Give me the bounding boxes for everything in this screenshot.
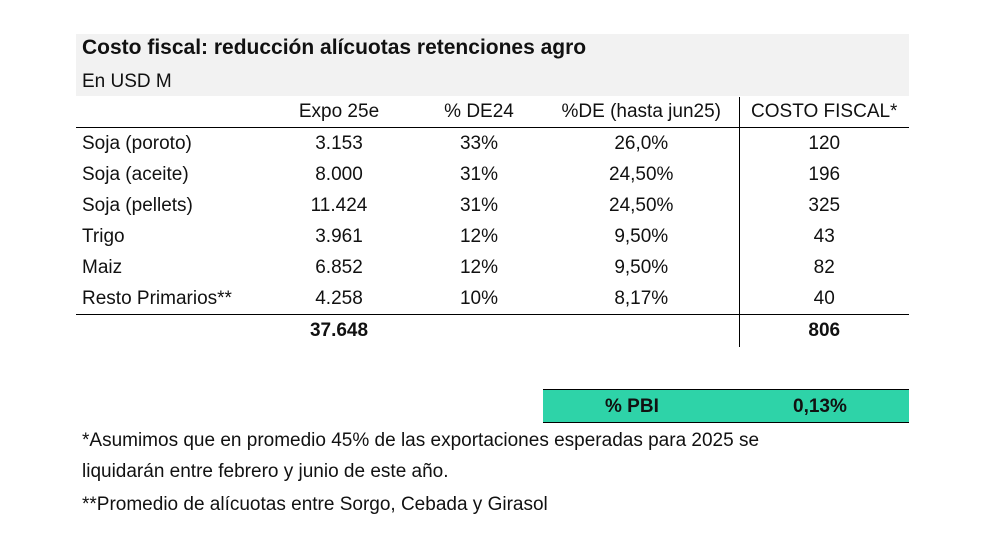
row-name: Soja (aceite) — [82, 163, 189, 185]
row-de24: 12% — [459, 225, 499, 247]
row-costo: 196 — [738, 159, 909, 190]
pbi-label: % PBI — [605, 396, 659, 417]
row-name: Trigo — [82, 225, 125, 247]
row-expo: 8.000 — [315, 163, 363, 185]
row-de24: 33% — [459, 132, 499, 154]
row-name: Maiz — [82, 256, 123, 278]
header-cell-de-jun25: %DE (hasta jun25) — [544, 97, 739, 128]
row-costo: 325 — [738, 190, 909, 221]
total-de24-empty — [414, 315, 544, 348]
pbi-value: 0,13% — [793, 396, 847, 417]
row-expo: 11.424 — [310, 194, 368, 216]
total-label-empty — [76, 315, 264, 348]
page-title: Costo fiscal: reducción alícuotas retenc… — [82, 36, 587, 59]
row-de-jun25: 9,50% — [614, 225, 669, 247]
row-de-jun25: 8,17% — [544, 283, 739, 315]
row-de24: 10% — [414, 283, 544, 315]
header-cell-name — [76, 97, 264, 128]
row-name: Soja (poroto) — [82, 132, 192, 154]
row-costo: 120 — [738, 127, 909, 159]
row-de-jun25: 26,0% — [614, 132, 669, 154]
footnote-line-1: *Asumimos que en promedio 45% de las exp… — [82, 430, 760, 451]
table-row: Trigo 3.961 12% 9,50% 43 — [76, 221, 909, 252]
footnote-line-3: **Promedio de alícuotas entre Sorgo, Ceb… — [82, 494, 548, 515]
row-expo: 3.153 — [315, 132, 363, 154]
row-name: Resto Primarios** — [76, 283, 264, 315]
header-cell-costo-fiscal: COSTO FISCAL* — [738, 97, 909, 128]
footnote-line-2: liquidarán entre febrero y junio de este… — [82, 461, 449, 482]
total-costo: 806 — [738, 314, 909, 347]
table-row: Soja (poroto) 3.153 33% 26,0% 120 — [76, 127, 909, 159]
table-header-row: Expo 25e % DE24 %DE (hasta jun25) COSTO … — [76, 97, 909, 128]
page-subtitle: En USD M — [82, 71, 172, 92]
row-expo: 3.961 — [315, 225, 363, 247]
fiscal-cost-table: Expo 25e % DE24 %DE (hasta jun25) COSTO … — [76, 97, 909, 347]
table-row: Soja (aceite) 8.000 31% 24,50% 196 — [76, 159, 909, 190]
total-expo: 37.648 — [309, 320, 369, 341]
table-row: Maiz 6.852 12% 9,50% 82 — [76, 252, 909, 283]
row-de-jun25: 24,50% — [609, 163, 674, 185]
row-de24: 31% — [459, 194, 499, 216]
total-row: 37.648 806 — [76, 314, 909, 348]
row-costo: 82 — [738, 252, 909, 283]
title-band — [76, 34, 909, 96]
total-de-jun25-empty — [544, 315, 739, 348]
row-expo: 6.852 — [315, 256, 363, 278]
header-cell-expo: Expo 25e — [264, 97, 414, 128]
row-costo: 40 — [738, 283, 909, 315]
row-de24: 31% — [459, 163, 499, 185]
pbi-highlight-box: % PBI 0,13% — [543, 389, 909, 423]
row-name: Soja (pellets) — [82, 194, 193, 216]
row-de-jun25: 24,50% — [609, 194, 674, 216]
row-costo: 43 — [738, 221, 909, 252]
row-de-jun25: 9,50% — [614, 256, 669, 278]
table-row: Resto Primarios** 4.258 10% 8,17% 40 — [76, 283, 909, 315]
row-expo: 4.258 — [264, 283, 414, 315]
table-row: Soja (pellets) 11.424 31% 24,50% 325 — [76, 190, 909, 221]
row-de24: 12% — [459, 256, 499, 278]
header-cell-de24: % DE24 — [414, 97, 544, 128]
